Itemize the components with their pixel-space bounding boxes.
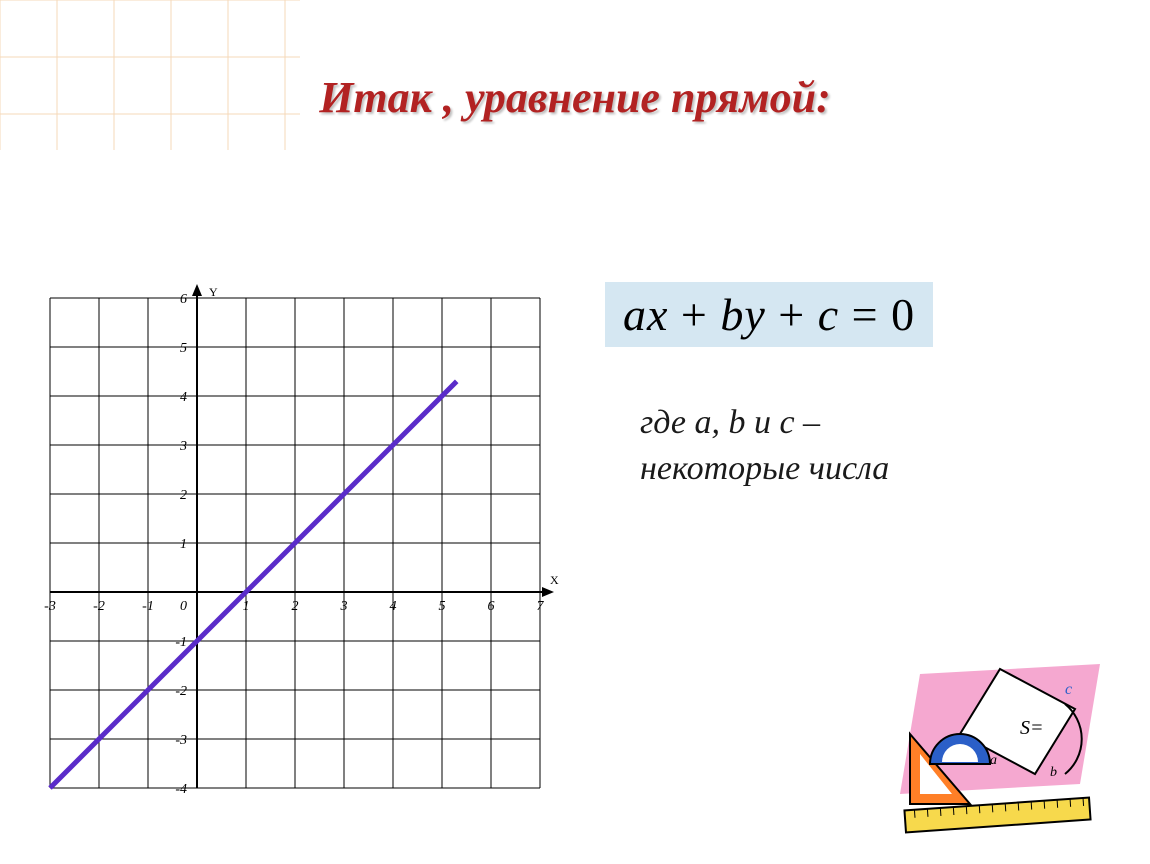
subtext-line2: некоторые числа xyxy=(640,446,1100,492)
svg-text:S=: S= xyxy=(1020,717,1044,739)
svg-text:4: 4 xyxy=(390,599,397,614)
svg-text:2: 2 xyxy=(292,599,299,614)
equation-formula: ax + by + c = 0 xyxy=(605,282,933,347)
svg-text:Y: Y xyxy=(209,285,218,299)
svg-text:a: a xyxy=(990,753,997,768)
svg-text:4: 4 xyxy=(180,390,187,405)
svg-text:1: 1 xyxy=(243,599,250,614)
svg-text:X: X xyxy=(550,573,559,587)
svg-text:-3: -3 xyxy=(44,599,56,614)
equation-description: где a, b и c – некоторые числа xyxy=(640,400,1100,492)
svg-text:2: 2 xyxy=(180,488,187,503)
math-tools-icon: c S= a b xyxy=(890,654,1110,834)
svg-text:-4: -4 xyxy=(175,782,187,797)
svg-text:-1: -1 xyxy=(142,599,154,614)
svg-text:6: 6 xyxy=(180,292,187,307)
svg-text:0: 0 xyxy=(180,599,187,614)
svg-text:7: 7 xyxy=(537,599,545,614)
svg-text:1: 1 xyxy=(180,537,187,552)
svg-text:-1: -1 xyxy=(175,635,187,650)
svg-text:3: 3 xyxy=(179,439,187,454)
svg-text:-2: -2 xyxy=(93,599,105,614)
svg-text:3: 3 xyxy=(340,599,348,614)
page-title: Итак , уравнение прямой: xyxy=(0,72,1150,123)
svg-text:5: 5 xyxy=(439,599,446,614)
svg-text:b: b xyxy=(1050,765,1057,780)
svg-text:-3: -3 xyxy=(175,733,187,748)
line-chart: -3 -2 -1 1 2 3 4 5 6 7 -4 -3 -2 -1 1 2 3 4 5 6 0 X Y xyxy=(30,278,560,808)
svg-text:c: c xyxy=(1065,681,1072,698)
subtext-line1: где a, b и c – xyxy=(640,400,1100,446)
svg-text:5: 5 xyxy=(180,341,187,356)
svg-text:6: 6 xyxy=(488,599,495,614)
svg-text:-2: -2 xyxy=(175,684,187,699)
